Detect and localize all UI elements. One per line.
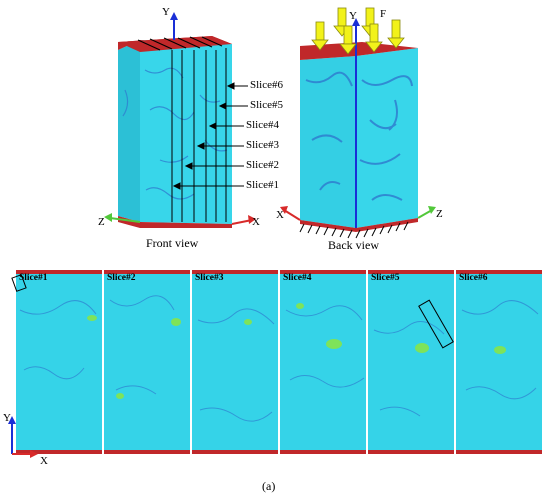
slice-bottom-bar (16, 450, 102, 454)
front-cube-bottom-face (118, 216, 232, 228)
slice-axis-x-label: X (40, 455, 48, 467)
slice-top-bar (104, 270, 190, 274)
slice-bottom-bar (456, 450, 542, 454)
slice-top-bar (16, 270, 102, 274)
front-slice-arrows (172, 82, 248, 190)
back-axis-x-arrow (280, 206, 288, 214)
slice-panel-label: Slice#6 (459, 273, 488, 283)
highlight-box-5 (418, 299, 454, 349)
slice-panel-1: Slice#1 (16, 270, 102, 454)
slice-bottom-bar (280, 450, 366, 454)
front-slice-planes (171, 48, 227, 222)
slice-top-bar (280, 270, 366, 274)
figure-caption: (a) (262, 479, 276, 493)
front-slice-label-2: Slice#2 (246, 159, 279, 171)
front-cube-left-face (118, 40, 140, 222)
slice-panel-5: Slice#5 (368, 270, 454, 454)
slice-panel-label: Slice#1 (19, 273, 48, 283)
front-axis-x-label: X (252, 216, 260, 228)
front-axis-z-label: Z (98, 216, 105, 228)
force-arrows (311, 7, 405, 55)
force-label: F (380, 8, 387, 20)
front-axis-y-label: Y (162, 6, 170, 18)
back-axis-y-arrow (352, 18, 360, 26)
slice-panel-2: Slice#2 (104, 270, 190, 454)
front-cube-top (118, 36, 232, 52)
back-axis-y-label: Y (349, 10, 357, 22)
back-cube-left-face (300, 56, 356, 228)
slice-top-bar (192, 270, 278, 274)
slice-texture (8, 274, 539, 454)
highlight-box-1 (11, 274, 27, 292)
back-cube-top-face (300, 42, 418, 60)
back-cube-bottom (300, 218, 418, 232)
slice-bottom-bar (104, 450, 190, 454)
slice-axes (8, 416, 16, 454)
back-axis-x-label: X (276, 209, 284, 221)
back-axis-x-line (283, 209, 301, 221)
slice-bottom-bar (192, 450, 278, 454)
slice-axis-x (12, 450, 38, 458)
back-cube-pores (305, 71, 413, 201)
back-cube-right-face (356, 48, 418, 228)
slice-panel-label: Slice#2 (107, 273, 136, 283)
front-axes (104, 12, 256, 225)
back-axis-z-label: Z (436, 208, 443, 220)
back-axis-z-arrow (428, 206, 436, 214)
front-slice-label-4: Slice#4 (246, 119, 279, 131)
front-view-caption: Front view (146, 236, 199, 250)
slice-top-bar (368, 270, 454, 274)
slice-panel-label: Slice#3 (195, 273, 224, 283)
slice-panel-label: Slice#5 (371, 273, 400, 283)
slice-panel-label: Slice#4 (283, 273, 312, 283)
front-slice-label-5: Slice#5 (250, 99, 283, 111)
back-view-caption: Back view (328, 238, 379, 252)
slice-axis-y-label: Y (3, 412, 11, 424)
front-slice-label-6: Slice#6 (250, 79, 283, 91)
front-top-slice-lines (137, 36, 223, 51)
slice-top-bar (456, 270, 542, 274)
slice-bottom-bar (368, 450, 454, 454)
cube-views (104, 7, 436, 239)
slice-panel-3: Slice#3 (192, 270, 278, 454)
slice-panel-6: Slice#6 (456, 270, 542, 454)
front-cube-front-face (140, 40, 232, 224)
front-slice-label-1: Slice#1 (246, 179, 279, 191)
back-support-hatching (299, 221, 409, 239)
back-axis-z-line (417, 209, 433, 219)
front-slice-label-3: Slice#3 (246, 139, 279, 151)
slice-inclusions (87, 303, 506, 399)
slice-panel-4: Slice#4 (280, 270, 366, 454)
